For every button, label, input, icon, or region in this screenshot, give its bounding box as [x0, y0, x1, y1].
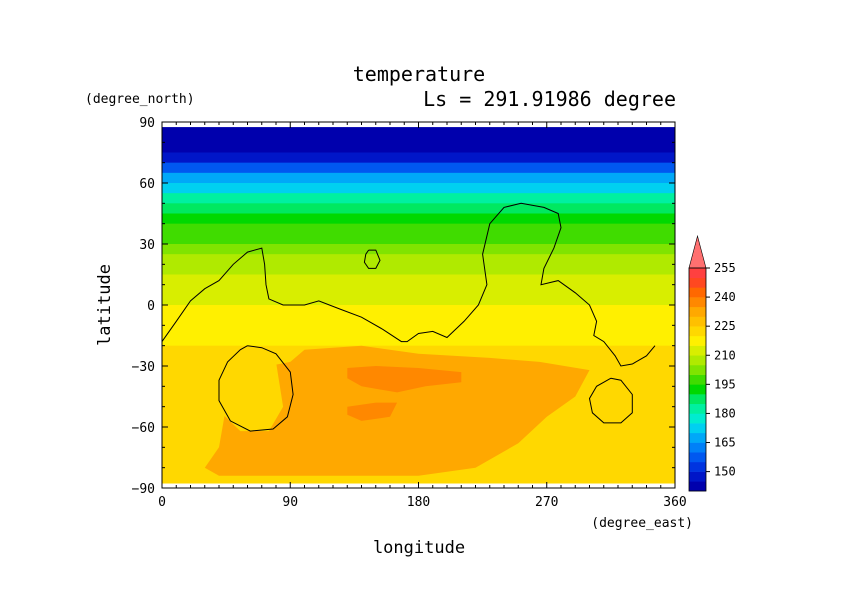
temperature-band: [162, 223, 675, 235]
temperature-band: [162, 193, 675, 204]
colorbar-tick-label: 255: [714, 261, 736, 275]
temperature-band: [162, 152, 675, 164]
temperature-band: [162, 183, 675, 194]
x-tick-label: 180: [407, 495, 430, 510]
colorbar-cells: [688, 234, 707, 492]
contour-line: [218, 345, 294, 432]
colorbar-tick-label: 210: [714, 348, 736, 362]
x-tick-label: 360: [663, 495, 686, 510]
colorbar-tick-labels: 150 165 180 195 210 225 240 255: [706, 261, 736, 479]
colorbar-cell: [689, 326, 706, 337]
temperature-region: [583, 380, 633, 423]
colorbar: 150 165 180 195 210 225 240 255: [688, 234, 736, 492]
temperature-band: [162, 335, 675, 347]
y-tick-label: 30: [139, 238, 155, 253]
contour-lines: [161, 202, 656, 432]
temperature-band: [162, 284, 675, 296]
temperature-band: [162, 213, 675, 225]
y-tick-label: 90: [139, 116, 155, 131]
temperature-band: [162, 203, 675, 215]
y-tick-label: −60: [132, 421, 155, 436]
temperature-band: [162, 162, 675, 174]
colorbar-cell: [689, 481, 706, 492]
x-tick-label: 0: [158, 495, 166, 510]
colorbar-cell: [689, 306, 706, 317]
colorbar-cell: [689, 413, 706, 424]
chart-subtitle: Ls = 291.91986 degree: [423, 87, 676, 111]
colorbar-tick-label: 225: [714, 319, 736, 333]
temperature-band: [162, 233, 675, 245]
y-units-label: (degree_north): [85, 92, 195, 107]
colorbar-cell: [689, 442, 706, 453]
contour-line: [161, 202, 656, 367]
temperature-band: [162, 254, 675, 265]
colorbar-cell: [689, 384, 706, 395]
temperature-band: [162, 274, 675, 286]
temperature-band: [162, 244, 675, 255]
colorbar-cell: [689, 355, 706, 366]
colorbar-extend-triangle: [688, 234, 707, 269]
colorbar-cell: [689, 297, 706, 308]
colorbar-cell: [689, 394, 706, 405]
temperature-region: [347, 402, 398, 421]
colorbar-cell: [689, 316, 706, 327]
y-tick-labels: 90 60 30 0 −30 −60 −90: [132, 116, 155, 497]
x-axis-label: longitude: [373, 538, 465, 558]
temperature-band: [162, 325, 675, 337]
colorbar-tick-label: 150: [714, 465, 736, 479]
x-tick-label: 270: [535, 495, 558, 510]
y-tick-label: 0: [147, 299, 155, 314]
x-units-label: (degree_east): [591, 516, 693, 531]
y-axis-label: latitude: [95, 264, 115, 346]
temperature-band: [162, 315, 675, 326]
colorbar-cell: [689, 268, 706, 278]
colorbar-cell: [689, 423, 706, 434]
colorbar-frame: [688, 267, 707, 492]
y-tick-label: −30: [132, 360, 155, 375]
colorbar-cell: [689, 345, 706, 356]
colorbar-cell: [689, 432, 706, 443]
temperature-region: [347, 366, 462, 393]
contour-line: [363, 249, 381, 269]
colorbar-cell: [689, 403, 706, 414]
y-tick-label: −90: [132, 482, 155, 497]
plot-area: [161, 127, 675, 484]
temperature-band: [162, 345, 675, 357]
colorbar-tick-label: 240: [714, 290, 736, 304]
colorbar-cell: [689, 461, 706, 472]
x-tick-labels: 0 90 180 270 360: [158, 495, 687, 510]
colorbar-cell: [689, 452, 706, 463]
temperature-region: [204, 345, 590, 476]
colorbar-tick-label: 195: [714, 377, 736, 391]
temperature-region: [219, 361, 284, 432]
colorbar-cell: [689, 364, 706, 375]
x-tick-label: 90: [282, 495, 298, 510]
colorbar-cell: [689, 277, 706, 288]
temperature-band: [162, 127, 675, 154]
contour-line: [588, 377, 633, 424]
temperature-regions: [204, 345, 633, 476]
y-tick-label: 60: [139, 177, 155, 192]
temperature-band: [162, 305, 675, 316]
colorbar-tick-label: 180: [714, 406, 736, 420]
colorbar-cell: [689, 335, 706, 346]
colorbar-cell: [689, 374, 706, 385]
colorbar-cell: [689, 471, 706, 482]
axis-ticks: [161, 121, 676, 489]
chart-title: temperature: [353, 62, 485, 86]
temperature-band: [162, 294, 675, 306]
temperature-band: [162, 172, 675, 184]
temperature-band: [162, 264, 675, 276]
colorbar-tick-label: 165: [714, 436, 736, 450]
colorbar-cell: [689, 287, 706, 298]
